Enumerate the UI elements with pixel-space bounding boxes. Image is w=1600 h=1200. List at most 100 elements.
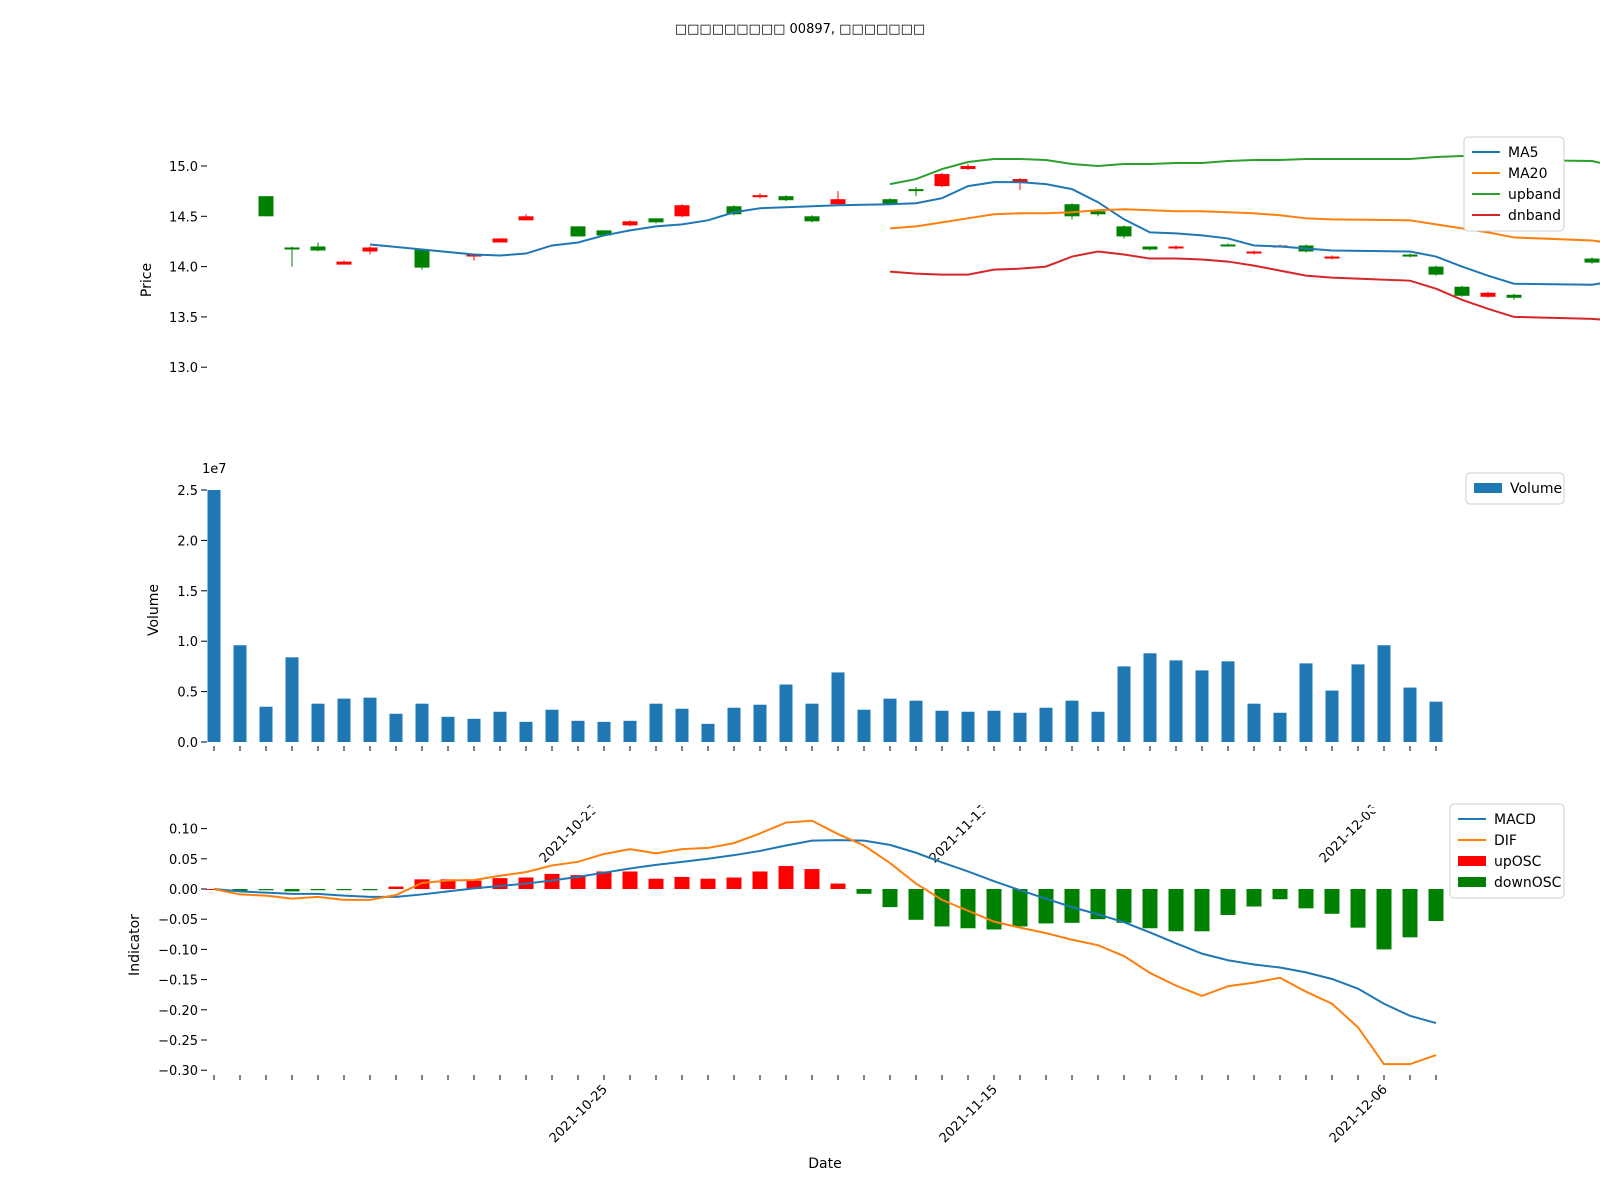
- volume-bar: [337, 698, 351, 742]
- indicator-ytick-label: −0.10: [158, 943, 198, 958]
- volume-bar: [1299, 663, 1313, 742]
- line-ma20: [889, 208, 1600, 243]
- legend-label: downOSC: [1494, 875, 1562, 891]
- candle-body: [1168, 246, 1184, 249]
- line-dnband: [889, 250, 1600, 321]
- volume-bar: [389, 713, 403, 742]
- volume-bar: [857, 709, 871, 742]
- candle-body: [1506, 294, 1522, 298]
- volume-bar: [1039, 707, 1053, 742]
- osc-down-bar: [232, 889, 248, 891]
- volume-bar: [1273, 712, 1287, 742]
- volume-bar: [285, 657, 299, 742]
- legend-box: [1463, 136, 1565, 232]
- legend-swatch-box: [1474, 483, 1502, 493]
- osc-up-bar: [492, 878, 508, 889]
- candle-body: [934, 174, 950, 187]
- candle-body: [1142, 246, 1158, 250]
- candle-body: [1480, 292, 1496, 297]
- volume-bar: [987, 710, 1001, 742]
- volume-bar: [1117, 666, 1131, 742]
- candle-body: [830, 199, 846, 205]
- candle-body: [804, 216, 820, 222]
- indicator-xtick-label: 2021-11-15: [937, 1082, 1001, 1146]
- indicator-xlabel: Date: [808, 1156, 841, 1172]
- volume-bar: [649, 703, 663, 742]
- candle-body: [1220, 244, 1236, 247]
- legend-label: MA20: [1508, 166, 1547, 182]
- osc-down-bar: [1298, 889, 1314, 909]
- candle-body: [726, 206, 742, 215]
- osc-down-bar: [362, 889, 378, 891]
- volume-bar: [1247, 703, 1261, 742]
- indicator-ytick-label: −0.05: [158, 913, 198, 928]
- volume-bar: [415, 703, 429, 742]
- osc-down-bar: [1142, 889, 1158, 929]
- volume-bar: [519, 721, 533, 742]
- volume-ytick-label: 1.5: [177, 585, 198, 600]
- indicator-ytick-label: −0.25: [158, 1034, 198, 1049]
- osc-down-bar: [1246, 889, 1262, 907]
- volume-bar: [1325, 690, 1339, 742]
- osc-down-bar: [1220, 889, 1236, 915]
- volume-bar: [1065, 700, 1079, 742]
- candle-body: [752, 195, 768, 198]
- volume-bar: [805, 703, 819, 742]
- volume-ytick-label: 0.5: [177, 686, 198, 701]
- line-macd: [213, 839, 1437, 1025]
- candle-body: [622, 221, 638, 226]
- osc-down-bar: [960, 889, 976, 929]
- volume-bar: [727, 707, 741, 742]
- volume-bar: [1195, 670, 1209, 742]
- candle-body: [1454, 286, 1470, 296]
- volume-bar: [467, 718, 481, 742]
- volume-bar: [1377, 645, 1391, 742]
- price-ytick-label: 13.0: [169, 361, 198, 376]
- osc-down-bar: [1324, 889, 1340, 914]
- osc-down-bar: [1038, 889, 1054, 924]
- volume-bar: [259, 706, 273, 742]
- legend-label: dnband: [1508, 208, 1561, 224]
- osc-down-bar: [1194, 889, 1210, 932]
- indicator-xtick-label: 2021-10-25: [547, 1082, 611, 1146]
- candle-body: [362, 247, 378, 252]
- candle-body: [284, 247, 300, 250]
- volume-scale-label: 1e7: [202, 462, 227, 477]
- candle-body: [1402, 254, 1418, 257]
- candle-body: [648, 218, 664, 223]
- legends: MA5 MA20 upband dnband Volume MACD DIF upOSC dow…: [1449, 136, 1565, 899]
- osc-down-bar: [856, 889, 872, 894]
- indicator-ytick-label: −0.15: [158, 974, 198, 989]
- legend-label: MACD: [1494, 812, 1536, 828]
- volume-bar: [1221, 661, 1235, 742]
- volume-bar: [831, 672, 845, 742]
- legend-box: [1465, 472, 1565, 505]
- volume-ytick-label: 2.0: [177, 534, 198, 549]
- volume-bar: [597, 721, 611, 742]
- indicator-ytick-label: −0.30: [158, 1064, 198, 1079]
- osc-up-bar: [804, 869, 820, 889]
- candle-body: [778, 196, 794, 201]
- candle-body: [570, 226, 586, 237]
- price-ytick-label: 14.5: [169, 210, 198, 225]
- osc-up-bar: [622, 871, 638, 889]
- volume-bar: [1429, 701, 1443, 742]
- volume-bar: [1013, 712, 1027, 742]
- candle-body: [310, 246, 326, 251]
- legend-label: upOSC: [1494, 854, 1542, 870]
- volume-bar: [1169, 660, 1183, 742]
- legend-swatch-box: [1458, 856, 1486, 866]
- candle-body: [258, 196, 274, 217]
- indicator-ytick-label: 0.00: [169, 883, 198, 898]
- volume-bar: [701, 723, 715, 742]
- osc-down-bar: [1428, 889, 1444, 922]
- candle-body: [1064, 204, 1080, 217]
- volume-bar: [207, 490, 221, 742]
- osc-down-bar: [908, 889, 924, 920]
- volume-bar: [753, 704, 767, 742]
- osc-up-bar: [648, 878, 664, 889]
- osc-down-bar: [1090, 889, 1106, 920]
- osc-down-bar: [882, 889, 898, 908]
- price-ytick-label: 15.0: [169, 160, 198, 175]
